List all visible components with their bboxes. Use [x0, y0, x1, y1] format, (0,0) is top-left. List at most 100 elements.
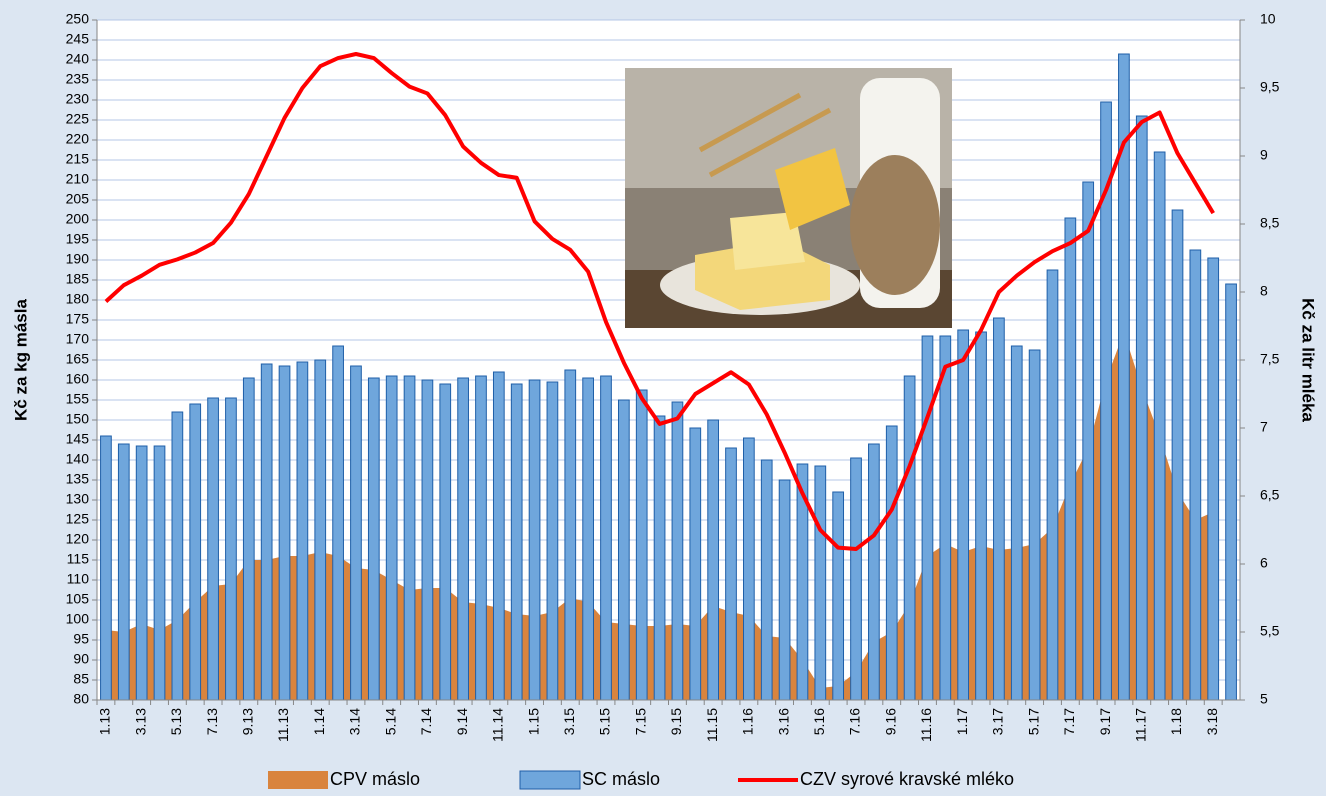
y-tick-label: 245: [66, 31, 90, 47]
bar: [154, 446, 165, 700]
bar: [297, 362, 308, 700]
y-tick-label: 135: [66, 471, 90, 487]
y2-tick-label: 7,5: [1260, 351, 1280, 367]
bar: [101, 436, 112, 700]
y-tick-label: 125: [66, 511, 90, 527]
y-tick-label: 250: [66, 11, 90, 27]
bar: [1190, 250, 1201, 700]
y-tick-label: 210: [66, 171, 90, 187]
y-tick-label: 235: [66, 71, 90, 87]
y2-tick-label: 5: [1260, 691, 1268, 707]
y-tick-label: 180: [66, 291, 90, 307]
bar: [958, 330, 969, 700]
bar: [851, 458, 862, 700]
x-tick-label: 1.15: [525, 708, 541, 735]
y2-tick-label: 9,5: [1260, 79, 1280, 95]
y2-axis-title: Kč za litr mléka: [1299, 298, 1318, 422]
y-tick-label: 90: [73, 651, 89, 667]
y-tick-label: 170: [66, 331, 90, 347]
bar: [404, 376, 415, 700]
bar: [261, 364, 272, 700]
bar: [922, 336, 933, 700]
bar: [601, 376, 612, 700]
y-tick-label: 105: [66, 591, 90, 607]
bar: [136, 446, 147, 700]
y2-tick-label: 8,5: [1260, 215, 1280, 231]
bar: [940, 336, 951, 700]
bar: [690, 428, 701, 700]
x-tick-label: 7.16: [847, 708, 863, 735]
bar: [1029, 350, 1040, 700]
y-tick-label: 205: [66, 191, 90, 207]
bar: [547, 382, 558, 700]
y-tick-label: 80: [73, 691, 89, 707]
x-tick-label: 1.18: [1168, 708, 1184, 735]
x-tick-label: 5.16: [811, 708, 827, 735]
bar: [1226, 284, 1237, 700]
bar: [333, 346, 344, 700]
y-tick-label: 160: [66, 371, 90, 387]
x-tick-label: 1.17: [954, 708, 970, 735]
bar: [511, 384, 522, 700]
x-tick-label: 7.15: [632, 708, 648, 735]
legend-swatch: [520, 771, 580, 789]
y-tick-label: 225: [66, 111, 90, 127]
legend-swatch: [268, 771, 328, 789]
bar: [1208, 258, 1219, 700]
x-tick-label: 5.17: [1025, 708, 1041, 735]
bar: [565, 370, 576, 700]
y-tick-label: 155: [66, 391, 90, 407]
y-tick-label: 110: [67, 571, 90, 587]
bar: [1083, 182, 1094, 700]
y-tick-label: 115: [67, 551, 90, 567]
bar: [1136, 116, 1147, 700]
bar: [476, 376, 487, 700]
bar: [315, 360, 326, 700]
x-tick-label: 9.15: [668, 708, 684, 735]
x-tick-label: 11.14: [490, 708, 506, 742]
x-tick-label: 9.13: [240, 708, 256, 735]
bar: [636, 390, 647, 700]
bar: [279, 366, 290, 700]
bar: [529, 380, 540, 700]
bar: [1065, 218, 1076, 700]
x-tick-label: 11.16: [918, 708, 934, 742]
x-tick-label: 7.14: [418, 708, 434, 735]
bar: [833, 492, 844, 700]
y-tick-label: 100: [66, 611, 90, 627]
x-tick-label: 3.18: [1204, 708, 1220, 735]
bar: [1047, 270, 1058, 700]
x-tick-label: 3.15: [561, 708, 577, 735]
bar: [994, 318, 1005, 700]
x-tick-label: 11.13: [275, 708, 291, 742]
bar: [243, 378, 254, 700]
bar: [779, 480, 790, 700]
photo: [625, 68, 952, 328]
bar: [368, 378, 379, 700]
bar: [458, 378, 469, 700]
bar: [618, 400, 629, 700]
bar: [351, 366, 362, 700]
bar: [440, 384, 451, 700]
bar: [726, 448, 737, 700]
bar: [422, 380, 433, 700]
bar: [744, 438, 755, 700]
bar: [208, 398, 219, 700]
bar: [172, 412, 183, 700]
bar: [869, 444, 880, 700]
y2-tick-label: 6,5: [1260, 487, 1280, 503]
legend-label: CPV máslo: [330, 769, 420, 789]
bar: [815, 466, 826, 700]
x-tick-label: 9.17: [1097, 708, 1113, 735]
bar: [1172, 210, 1183, 700]
x-tick-label: 1.13: [97, 708, 113, 735]
y-tick-label: 95: [73, 631, 89, 647]
y-tick-label: 130: [66, 491, 90, 507]
bar: [672, 402, 683, 700]
x-tick-label: 3.17: [990, 708, 1006, 735]
legend-label: CZV syrové kravské mléko: [800, 769, 1014, 789]
y-tick-label: 175: [66, 311, 90, 327]
bar: [493, 372, 504, 700]
x-tick-label: 5.15: [597, 708, 613, 735]
x-tick-label: 9.14: [454, 708, 470, 735]
